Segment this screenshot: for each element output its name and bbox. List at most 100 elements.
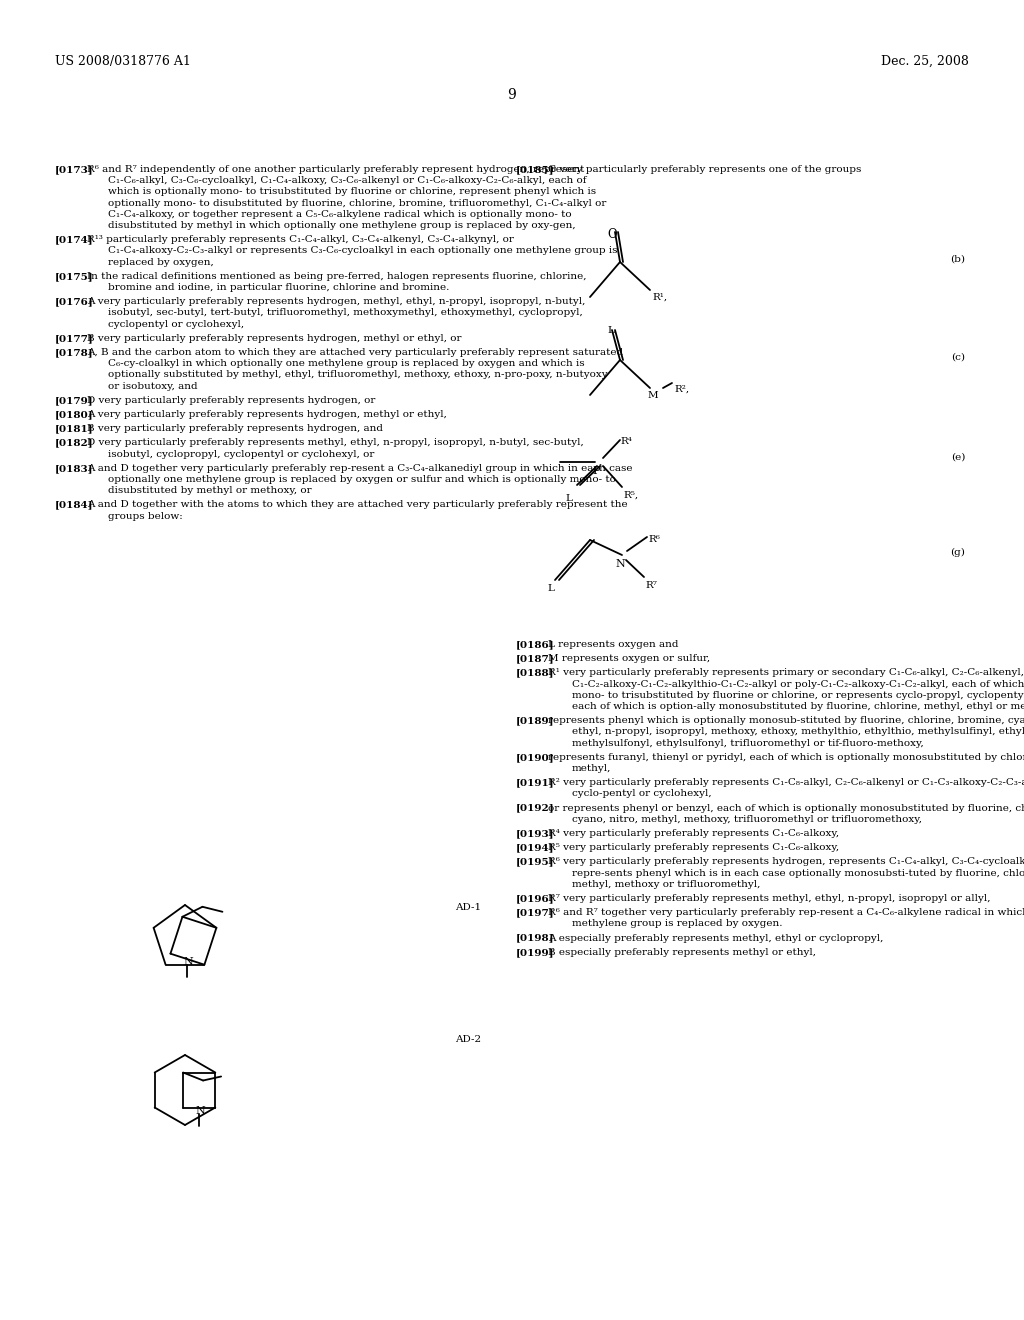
Text: R⁶ and R⁷ together very particularly preferably rep-resent a C₄-C₆-alkylene radi: R⁶ and R⁷ together very particularly pre… xyxy=(548,908,1024,917)
Text: [0174]: [0174] xyxy=(55,235,93,244)
Text: A and D together with the atoms to which they are attached very particularly pre: A and D together with the atoms to which… xyxy=(87,500,628,510)
Text: or represents phenyl or benzyl, each of which is optionally monosubstituted by f: or represents phenyl or benzyl, each of … xyxy=(548,804,1024,813)
Text: [0196]: [0196] xyxy=(516,894,555,903)
Text: [0178]: [0178] xyxy=(55,348,93,356)
Text: D very particularly preferably represents hydrogen, or: D very particularly preferably represent… xyxy=(87,396,375,405)
Text: B very particularly preferably represents hydrogen, and: B very particularly preferably represent… xyxy=(87,424,383,433)
Text: methyl,: methyl, xyxy=(572,764,611,774)
Text: [0187]: [0187] xyxy=(516,655,555,663)
Text: [0186]: [0186] xyxy=(516,640,555,649)
Text: AD-2: AD-2 xyxy=(455,1035,481,1044)
Text: L represents oxygen and: L represents oxygen and xyxy=(548,640,678,649)
Text: repre-sents phenyl which is in each case optionally monosubsti-tuted by fluorine: repre-sents phenyl which is in each case… xyxy=(572,869,1024,878)
Text: [0182]: [0182] xyxy=(55,438,93,447)
Text: cyano, nitro, methyl, methoxy, trifluoromethyl or trifluoromethoxy,: cyano, nitro, methyl, methoxy, trifluoro… xyxy=(572,814,922,824)
Text: optionally mono- to disubstituted by fluorine, chlorine, bromine, trifluoromethy: optionally mono- to disubstituted by flu… xyxy=(108,198,606,207)
Text: [0189]: [0189] xyxy=(516,717,555,725)
Text: A and D together very particularly preferably rep-resent a C₃-C₄-alkanediyl grou: A and D together very particularly prefe… xyxy=(87,463,632,473)
Text: isobutyl, cyclopropyl, cyclopentyl or cyclohexyl, or: isobutyl, cyclopropyl, cyclopentyl or cy… xyxy=(108,450,375,458)
Text: replaced by oxygen,: replaced by oxygen, xyxy=(108,257,214,267)
Text: mono- to trisubstituted by fluorine or chlorine, or represents cyclo-propyl, cyc: mono- to trisubstituted by fluorine or c… xyxy=(572,690,1024,700)
Text: [0177]: [0177] xyxy=(55,334,94,343)
Text: US 2008/0318776 A1: US 2008/0318776 A1 xyxy=(55,55,190,69)
Text: [0180]: [0180] xyxy=(55,411,93,418)
Text: methylsulfonyl, ethylsulfonyl, trifluoromethyl or tif-fluoro-methoxy,: methylsulfonyl, ethylsulfonyl, trifluoro… xyxy=(572,739,924,747)
Text: R⁶ and R⁷ independently of one another particularly preferably represent hydroge: R⁶ and R⁷ independently of one another p… xyxy=(87,165,584,174)
Text: [0176]: [0176] xyxy=(55,297,94,306)
Text: disubstituted by methyl or methoxy, or: disubstituted by methyl or methoxy, or xyxy=(108,486,311,495)
Text: (g): (g) xyxy=(950,548,965,557)
Text: each of which is option-ally monosubstituted by fluorine, chlorine, methyl, ethy: each of which is option-ally monosubstit… xyxy=(572,702,1024,711)
Text: (e): (e) xyxy=(950,453,965,462)
Text: cyclopentyl or cyclohexyl,: cyclopentyl or cyclohexyl, xyxy=(108,319,244,329)
Text: [0191]: [0191] xyxy=(516,779,555,787)
Text: [0198]: [0198] xyxy=(516,933,555,942)
Text: R⁵ very particularly preferably represents C₁-C₆-alkoxy,: R⁵ very particularly preferably represen… xyxy=(548,843,839,853)
Text: D very particularly preferably represents methyl, ethyl, n-propyl, isopropyl, n-: D very particularly preferably represent… xyxy=(87,438,584,447)
Text: [0173]: [0173] xyxy=(55,165,93,174)
Text: C₆-cy-cloalkyl in which optionally one methylene group is replaced by oxygen and: C₆-cy-cloalkyl in which optionally one m… xyxy=(108,359,585,368)
Text: groups below:: groups below: xyxy=(108,512,182,520)
Text: optionally substituted by methyl, ethyl, trifluoromethyl, methoxy, ethoxy, n-pro: optionally substituted by methyl, ethyl,… xyxy=(108,371,607,379)
Text: [0183]: [0183] xyxy=(55,463,93,473)
Text: A very particularly preferably represents hydrogen, methyl, ethyl, n-propyl, iso: A very particularly preferably represent… xyxy=(87,297,585,306)
Text: isobutyl, sec-butyl, tert-butyl, trifluoromethyl, methoxymethyl, ethoxymethyl, c: isobutyl, sec-butyl, tert-butyl, trifluo… xyxy=(108,309,583,317)
Text: R² very particularly preferably represents C₁-C₈-alkyl, C₂-C₆-alkenyl or C₁-C₃-a: R² very particularly preferably represen… xyxy=(548,779,1024,787)
Text: B very particularly preferably represents hydrogen, methyl or ethyl, or: B very particularly preferably represent… xyxy=(87,334,461,343)
Text: R⁴ very particularly preferably represents C₁-C₆-alkoxy,: R⁴ very particularly preferably represen… xyxy=(548,829,839,838)
Text: N: N xyxy=(196,1106,205,1115)
Text: A especially preferably represents methyl, ethyl or cyclopropyl,: A especially preferably represents methy… xyxy=(548,933,883,942)
Text: C₁-C₆-alkyl, C₃-C₆-cycloalkyl, C₁-C₄-alkoxy, C₃-C₆-alkenyl or C₁-C₆-alkoxy-C₂-C₆: C₁-C₆-alkyl, C₃-C₆-cycloalkyl, C₁-C₄-alk… xyxy=(108,176,587,185)
Text: optionally one methylene group is replaced by oxygen or sulfur and which is opti: optionally one methylene group is replac… xyxy=(108,475,615,484)
Text: P: P xyxy=(592,466,600,477)
Text: N: N xyxy=(183,957,194,968)
Text: ethyl, n-propyl, isopropyl, methoxy, ethoxy, methylthio, ethylthio, methylsulfin: ethyl, n-propyl, isopropyl, methoxy, eth… xyxy=(572,727,1024,737)
Text: or isobutoxy, and: or isobutoxy, and xyxy=(108,381,198,391)
Text: methyl, methoxy or trifluoromethyl,: methyl, methoxy or trifluoromethyl, xyxy=(572,880,761,888)
Text: M represents oxygen or sulfur,: M represents oxygen or sulfur, xyxy=(548,655,710,663)
Text: C₁-C₄-alkoxy, or together represent a C₅-C₆-alkylene radical which is optionally: C₁-C₄-alkoxy, or together represent a C₅… xyxy=(108,210,571,219)
Text: [0179]: [0179] xyxy=(55,396,93,405)
Text: R⁶ very particularly preferably represents hydrogen, represents C₁-C₄-alkyl, C₃-: R⁶ very particularly preferably represen… xyxy=(548,858,1024,866)
Text: [0197]: [0197] xyxy=(516,908,555,917)
Text: represents phenyl which is optionally monosub-stituted by fluorine, chlorine, br: represents phenyl which is optionally mo… xyxy=(548,717,1024,725)
Text: represents furanyl, thienyl or pyridyl, each of which is optionally monosubstitu: represents furanyl, thienyl or pyridyl, … xyxy=(548,752,1024,762)
Text: R²,: R², xyxy=(674,385,689,393)
Text: bromine and iodine, in particular fluorine, chlorine and bromine.: bromine and iodine, in particular fluori… xyxy=(108,282,450,292)
Text: M: M xyxy=(648,391,658,400)
Text: R¹³ particularly preferably represents C₁-C₄-alkyl, C₃-C₄-alkenyl, C₃-C₄-alkynyl: R¹³ particularly preferably represents C… xyxy=(87,235,513,244)
Text: R¹ very particularly preferably represents primary or secondary C₁-C₆-alkyl, C₂-: R¹ very particularly preferably represen… xyxy=(548,668,1024,677)
Text: [0184]: [0184] xyxy=(55,500,93,510)
Text: L: L xyxy=(607,326,614,335)
Text: Dec. 25, 2008: Dec. 25, 2008 xyxy=(881,55,969,69)
Text: R⁷: R⁷ xyxy=(645,581,656,590)
Text: [0175]: [0175] xyxy=(55,272,93,281)
Text: [0181]: [0181] xyxy=(55,424,93,433)
Text: A, B and the carbon atom to which they are attached very particularly preferably: A, B and the carbon atom to which they a… xyxy=(87,348,623,356)
Text: cyclo-pentyl or cyclohexyl,: cyclo-pentyl or cyclohexyl, xyxy=(572,789,712,799)
Text: [0185]: [0185] xyxy=(516,165,555,174)
Text: [0188]: [0188] xyxy=(516,668,555,677)
Text: R¹,: R¹, xyxy=(652,293,667,302)
Text: AD-1: AD-1 xyxy=(455,903,481,912)
Text: 9: 9 xyxy=(508,88,516,102)
Text: In the radical definitions mentioned as being pre-ferred, halogen represents flu: In the radical definitions mentioned as … xyxy=(87,272,586,281)
Text: [0193]: [0193] xyxy=(516,829,555,838)
Text: methylene group is replaced by oxygen.: methylene group is replaced by oxygen. xyxy=(572,920,782,928)
Text: [0199]: [0199] xyxy=(516,948,555,957)
Text: (c): (c) xyxy=(951,352,965,362)
Text: L: L xyxy=(565,494,572,503)
Text: B especially preferably represents methyl or ethyl,: B especially preferably represents methy… xyxy=(548,948,816,957)
Text: G very particularly preferably represents one of the groups: G very particularly preferably represent… xyxy=(548,165,861,174)
Text: [0190]: [0190] xyxy=(516,752,555,762)
Text: C₁-C₂-alkoxy-C₁-C₂-alkylthio-C₁-C₂-alkyl or poly-C₁-C₂-alkoxy-C₁-C₂-alkyl, each : C₁-C₂-alkoxy-C₁-C₂-alkylthio-C₁-C₂-alkyl… xyxy=(572,680,1024,689)
Text: R⁵,: R⁵, xyxy=(623,491,638,500)
Text: [0195]: [0195] xyxy=(516,858,555,866)
Text: O: O xyxy=(607,228,616,242)
Text: which is optionally mono- to trisubstituted by fluorine or chlorine, represent p: which is optionally mono- to trisubstitu… xyxy=(108,187,596,197)
Text: [0192]: [0192] xyxy=(516,804,555,813)
Text: C₁-C₄-alkoxy-C₂-C₃-alkyl or represents C₃-C₆-cycloalkyl in each optionally one m: C₁-C₄-alkoxy-C₂-C₃-alkyl or represents C… xyxy=(108,247,617,255)
Text: disubstituted by methyl in which optionally one methylene group is replaced by o: disubstituted by methyl in which optiona… xyxy=(108,220,575,230)
Text: R⁷ very particularly preferably represents methyl, ethyl, n-propyl, isopropyl or: R⁷ very particularly preferably represen… xyxy=(548,894,990,903)
Text: (b): (b) xyxy=(950,255,965,264)
